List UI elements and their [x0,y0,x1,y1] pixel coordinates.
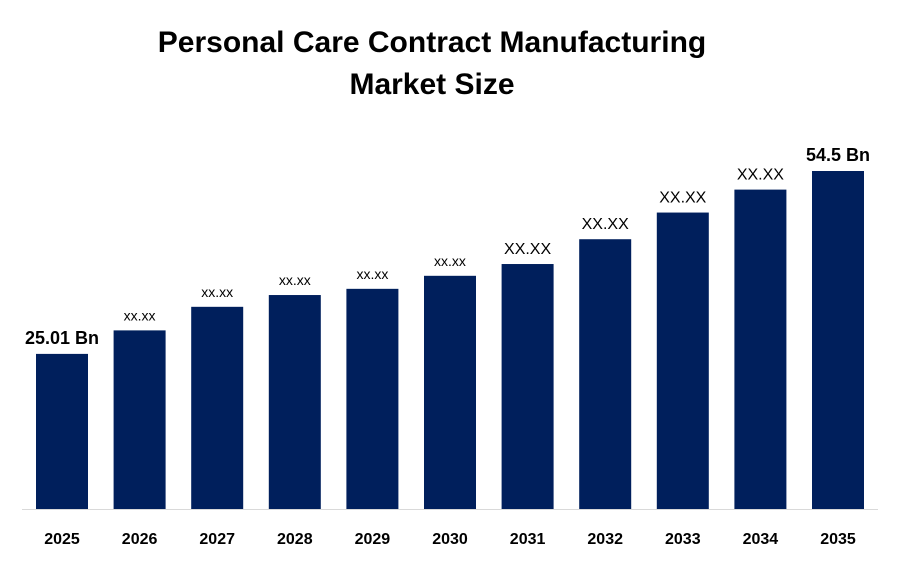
bar-2032 [579,239,632,509]
bar-2033 [656,212,709,509]
x-tick-label-2031: 2031 [510,531,546,548]
chart-title-line-2: Market Size [349,68,515,101]
data-label-2028: xx.xx [279,272,311,288]
bar-2030 [424,275,476,509]
bar-2029 [346,288,399,509]
bar-2034 [734,189,787,509]
data-label-2032: XX.XX [582,216,629,233]
data-label-2025: 25.01 Bn [25,328,99,348]
chart-title-line-1: Personal Care Contract Manufacturing [157,26,707,59]
bar-2035 [812,171,864,509]
x-tick-label-2032: 2032 [587,531,623,548]
bar-2026 [113,330,166,509]
data-label-2031: XX.XX [504,241,551,258]
data-label-2030: xx.xx [434,253,466,269]
chart-title: Personal Care Contract Manufacturing Mar… [0,22,864,106]
x-tick-label-2035: 2035 [820,531,856,548]
x-tick-label-2034: 2034 [743,531,779,548]
x-tick-label-2028: 2028 [277,531,313,548]
x-tick-label-2029: 2029 [355,531,391,548]
data-label-2027: xx.xx [201,284,233,300]
x-tick-label-2025: 2025 [44,531,80,548]
data-label-2029: xx.xx [356,266,388,282]
bar-2031 [501,264,554,509]
x-tick-label-2030: 2030 [432,531,468,548]
data-label-2026: xx.xx [124,307,156,323]
bar-2025 [36,353,88,509]
bar-2027 [191,306,244,509]
x-tick-label-2033: 2033 [665,531,701,548]
data-label-2034: XX.XX [737,167,784,184]
bar-2028 [268,295,321,509]
data-label-2035: 54.5 Bn [806,145,870,165]
x-tick-label-2027: 2027 [199,531,235,548]
x-tick-label-2026: 2026 [122,531,158,548]
data-label-2033: XX.XX [659,190,706,207]
